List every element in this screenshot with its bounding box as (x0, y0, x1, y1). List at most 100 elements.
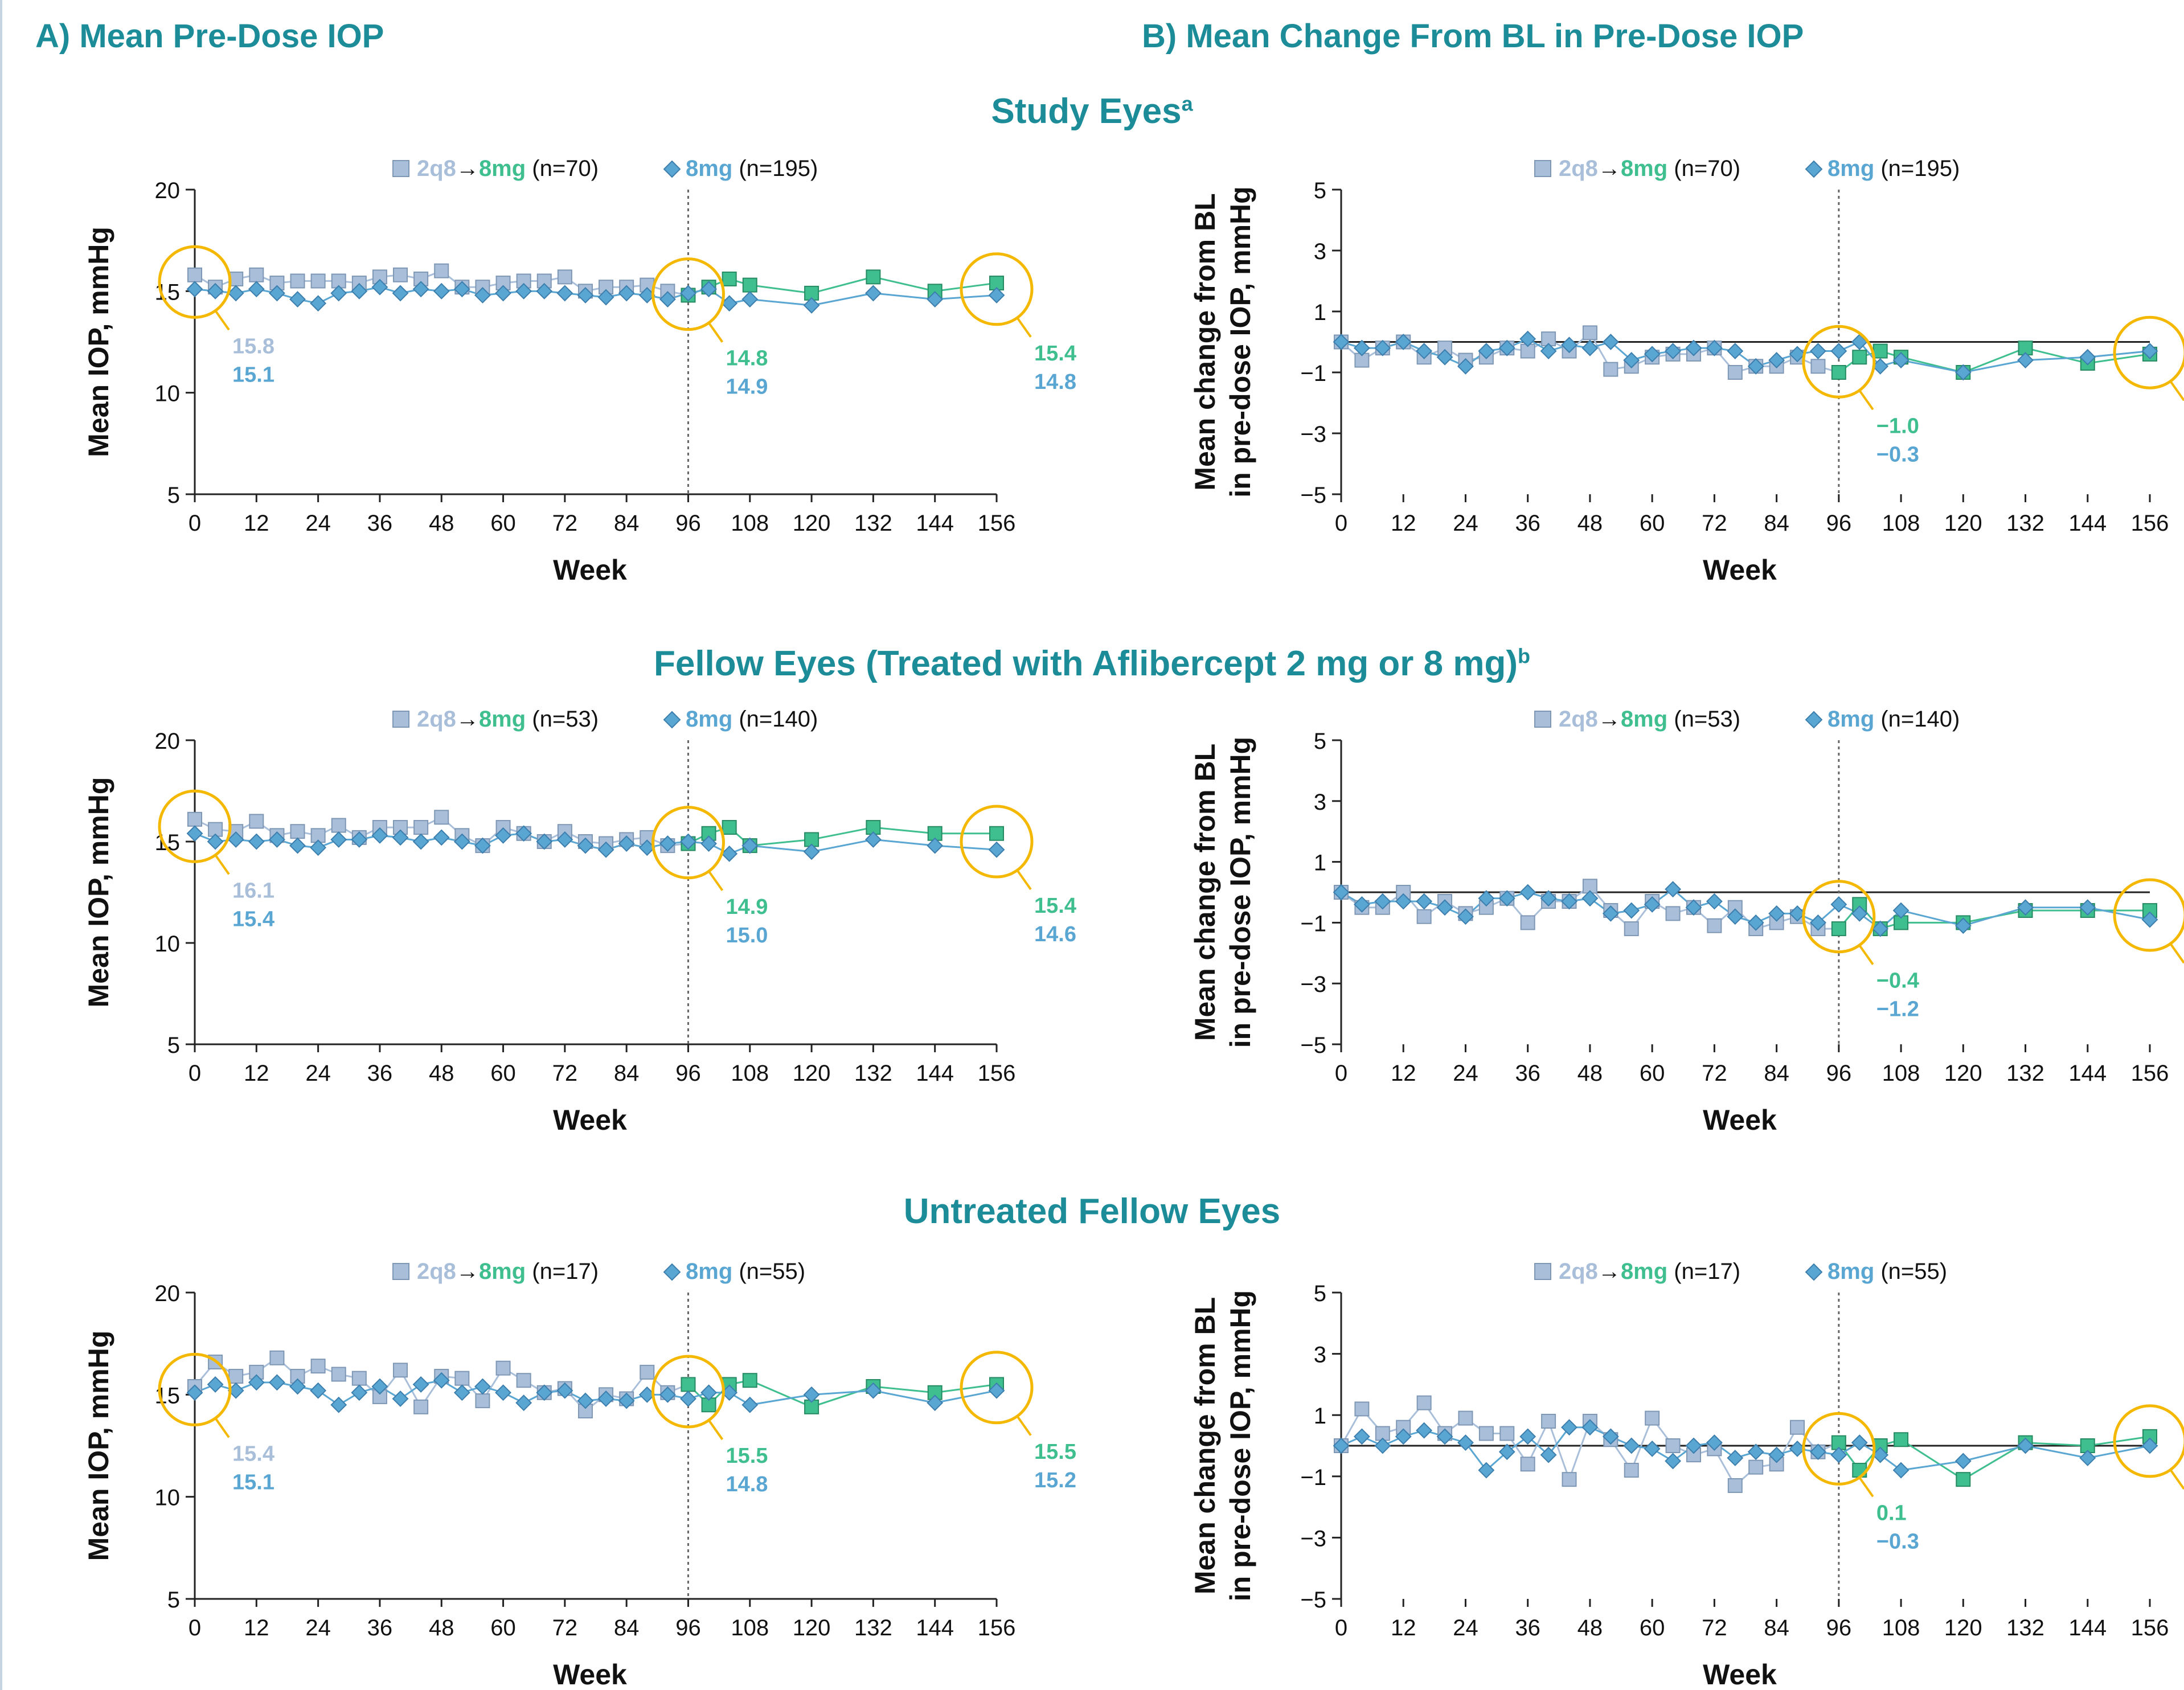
x-tick-label: 24 (1453, 1061, 1478, 1086)
legend-arrow: → (456, 156, 479, 181)
point-2q8-square (413, 1399, 429, 1414)
x-tick-label: 48 (1577, 1061, 1603, 1086)
y-tick-label: −3 (1300, 422, 1326, 447)
point-8mg-diamond (618, 835, 635, 852)
x-tick-label: 0 (189, 1615, 201, 1640)
x-tick-label: 108 (1882, 1061, 1920, 1086)
point-8mg-diamond (597, 841, 614, 858)
y-axis-title: Mean IOP, mmHg (83, 777, 114, 1008)
section-superscript: a (1181, 92, 1193, 116)
legend-n: (n=53) (526, 707, 599, 732)
point-8mg-diamond (988, 841, 1005, 858)
point-8mg-diamond (1810, 1443, 1826, 1461)
point-2q8-square (1416, 1395, 1432, 1410)
y-tick-label: 5 (167, 483, 180, 508)
x-tick-label: 120 (1944, 1061, 1982, 1086)
point-8mg-diamond (1706, 893, 1723, 910)
x-tick-label: 12 (244, 1061, 269, 1086)
legend-from: 2q8 (417, 156, 456, 181)
point-2q8-square (1478, 1426, 1494, 1441)
x-tick-label: 96 (1826, 1061, 1852, 1086)
point-2q8-square (640, 1364, 655, 1380)
point-8mg-diamond (248, 281, 265, 298)
point-8mg-diamond (433, 1372, 450, 1389)
y-axis-title: Mean change from BL (1189, 1297, 1221, 1594)
highlight-leader (1858, 944, 1874, 965)
highlight-circle (960, 252, 1034, 326)
point-8mg-diamond (618, 285, 635, 302)
point-8mg-diamond (659, 1386, 676, 1403)
y-tick-label: 1 (1314, 851, 1326, 876)
point-8mg-diamond (310, 839, 327, 856)
point-8mg-diamond (1581, 1419, 1599, 1436)
legend-8mg: 8mg (1827, 156, 1874, 181)
x-tick-label: 36 (1515, 511, 1540, 536)
x-tick-label: 156 (2131, 1061, 2169, 1086)
section-label: Study Eyes (991, 92, 1182, 131)
point-8mg-diamond (2141, 911, 2158, 928)
y-axis-title: Mean IOP, mmHg (83, 227, 114, 457)
annotation-bottom-value: 14.8 (726, 1472, 768, 1496)
point-8mg-diamond (577, 287, 594, 303)
annotation-bottom-value: 15.2 (1034, 1469, 1076, 1492)
highlight-leader (1016, 1415, 1032, 1436)
point-2q8-square (249, 814, 264, 829)
legend-square-marker (392, 160, 409, 177)
point-8mg-diamond (1706, 1434, 1723, 1451)
point-8mg-diamond (2141, 343, 2158, 359)
point-8mg-diamond (1892, 1462, 1910, 1479)
point-8mg-diamond (1954, 917, 1972, 934)
x-tick-label: 24 (305, 511, 331, 536)
point-8mg-diamond (2017, 1437, 2034, 1454)
point-8mg-diamond (207, 1376, 224, 1393)
point-8mg-diamond (556, 1382, 573, 1399)
point-8mg-diamond (1644, 346, 1661, 363)
point-2q8-square (516, 1373, 531, 1388)
point-8mg-diamond (927, 291, 944, 308)
legend-to: 8mg (479, 1259, 526, 1284)
point-8mg-diamond (1685, 899, 1702, 916)
point-8mg-diamond (474, 1378, 491, 1395)
point-2q8-square (1707, 918, 1722, 933)
point-8mg-diamond (1727, 908, 1744, 925)
x-axis-title: Week (1703, 1104, 1777, 1136)
x-tick-label: 132 (854, 1061, 892, 1086)
legend-n: (n=17) (526, 1259, 599, 1284)
point-8mg-diamond (1892, 352, 1910, 369)
point-2q8-square (1894, 915, 1909, 930)
point-8mg-diamond (659, 835, 676, 852)
annotation-bottom-value: −0.3 (1876, 442, 1919, 466)
x-tick-label: 12 (244, 511, 269, 536)
point-2q8-square (1665, 1438, 1681, 1453)
point-8mg-diamond (1768, 1446, 1785, 1463)
x-tick-label: 12 (244, 1615, 269, 1640)
highlight-leader (707, 322, 724, 343)
point-8mg-diamond (474, 287, 491, 303)
annotation-bottom-value: 15.1 (232, 1470, 274, 1494)
point-8mg-diamond (1457, 358, 1474, 375)
point-2q8-square (1541, 1413, 1556, 1429)
point-2q8-square (1727, 1478, 1743, 1493)
point-8mg-diamond (268, 831, 285, 848)
highlight-leader (1858, 1476, 1874, 1498)
highlight-leader (2169, 380, 2184, 401)
point-2q8-square (989, 826, 1004, 841)
x-tick-label: 108 (731, 1615, 769, 1640)
x-tick-label: 96 (1826, 1615, 1852, 1640)
point-2q8-square (2080, 1438, 2095, 1453)
legend-label-8mg: 8mg (n=55) (1827, 1259, 1947, 1284)
left-border (0, 0, 2, 1690)
x-tick-label: 108 (731, 1061, 769, 1086)
annotation-bottom-value: 14.9 (726, 375, 768, 399)
legend-from: 2q8 (1559, 707, 1598, 732)
highlight-circle (1802, 1412, 1876, 1486)
x-tick-label: 0 (1335, 1615, 1347, 1640)
x-tick-label: 48 (1577, 1615, 1603, 1640)
y-tick-label: −1 (1300, 911, 1326, 936)
point-8mg-diamond (597, 289, 614, 306)
y-axis-title: Mean change from BL (1189, 744, 1221, 1041)
section-title-fellow-eyes: Fellow Eyes (Treated with Aflibercept 2 … (0, 643, 2184, 684)
point-8mg-diamond (1498, 1443, 1515, 1461)
x-tick-label: 96 (1826, 511, 1852, 536)
